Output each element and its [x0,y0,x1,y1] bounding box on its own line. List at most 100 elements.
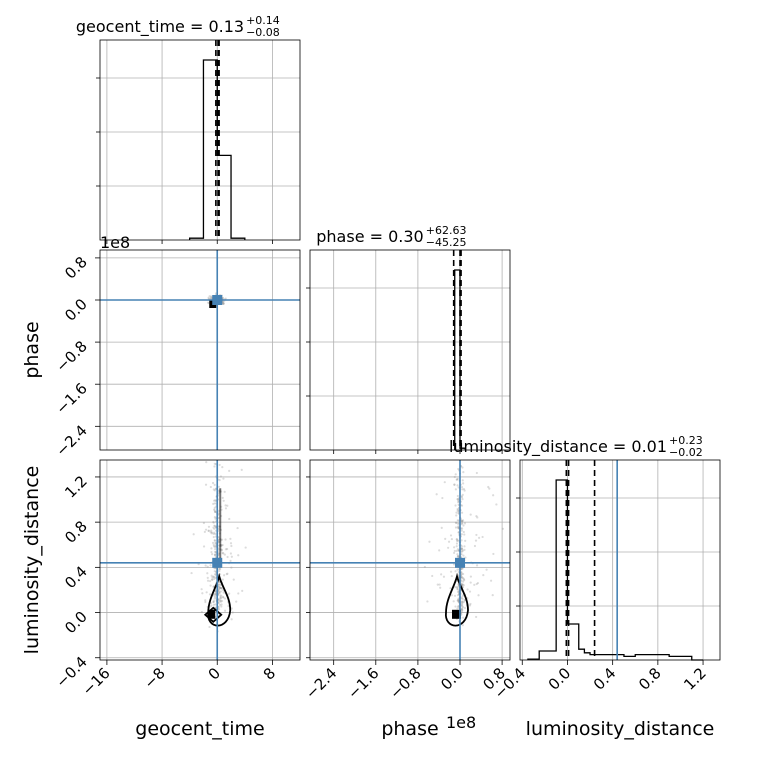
sample-point [461,583,464,586]
sample-point [475,615,478,619]
truth-marker [212,295,223,305]
sample-point [457,510,460,513]
title-minus: −0.02 [669,446,703,459]
sample-point [210,547,213,550]
sample-point [463,578,466,582]
gridlines [100,40,720,660]
sample-point [226,547,229,551]
sample-point [475,582,478,586]
sample-point [222,302,225,305]
sample-point [461,576,464,579]
sample-point [208,625,211,629]
sample-point [456,484,459,487]
sample-point [213,570,216,573]
histogram-phase [454,269,466,450]
sample-point [206,301,210,304]
sample-point [221,578,224,581]
sample-point [443,481,446,484]
sample-point [460,485,464,489]
sample-point [218,591,221,594]
sample-point [218,568,221,571]
sample-point [219,590,223,593]
sample-point [461,605,465,609]
sample-point [223,609,227,612]
sample-point [228,592,231,595]
sample-point [244,546,247,549]
sample-point [207,525,211,528]
sample-point [222,301,225,304]
sample-point [213,595,217,598]
sample-point [237,554,240,557]
sample-point [463,606,467,610]
sample-point [222,477,225,480]
sample-point [460,520,464,523]
density-core [452,609,461,619]
sample-point [461,550,464,553]
sample-point [206,576,209,579]
sample-point [213,554,217,557]
sample-point [463,599,466,602]
sample-point [222,596,225,599]
sample-point [460,539,463,542]
sample-point [455,545,458,548]
sample-point [456,526,460,529]
sample-point [217,586,221,589]
sample-point [460,547,464,550]
sample-point [460,604,464,608]
sample-point [462,482,465,485]
sample-point [236,526,239,530]
sample-point [463,545,466,548]
sample-point [453,546,456,549]
sample-point [449,534,453,537]
sample-point [456,494,459,498]
sample-point [456,507,459,511]
panel-frame-geocent_time [99,39,301,241]
sample-point [455,478,458,481]
sample-point [204,528,208,531]
sample-point [223,597,227,600]
sample-point [455,511,458,514]
x-tick-label: 1.2 [680,664,710,694]
sample-point [213,577,216,580]
sample-point [454,526,458,529]
sample-point [213,545,216,548]
sample-point [214,576,217,579]
sample-point [217,538,220,541]
sample-point [456,590,460,593]
sample-point [423,565,426,569]
sample-point [211,481,215,485]
sample-point [209,584,212,587]
sample-point [212,594,216,597]
sample-point [457,531,460,534]
sample-point [190,571,193,575]
sample-point [241,589,244,592]
sample-point [220,587,223,590]
sample-point [469,513,472,516]
sample-point [221,496,224,499]
sample-point [456,522,459,525]
sample-point [208,295,211,298]
sample-point [461,488,464,491]
sample-point [214,520,217,523]
sample-point [192,533,195,536]
sample-point [218,599,222,602]
sample-point [454,488,457,491]
sample-point [220,538,224,541]
sample-point [478,536,481,539]
sample-point [217,601,220,605]
sample-point [210,529,213,532]
sample-point [460,511,464,514]
sample-point [452,563,456,566]
sample-point [449,570,453,573]
sample-point [229,537,232,540]
sample-point [455,549,458,552]
sample-point [457,555,460,558]
sample-point [203,530,206,534]
sample-point [460,504,464,507]
sample-point [492,494,495,497]
sample-point [214,526,217,529]
sample-point [460,533,463,536]
sample-point [219,586,222,589]
sample-point [468,590,472,593]
sample-point [213,465,216,468]
